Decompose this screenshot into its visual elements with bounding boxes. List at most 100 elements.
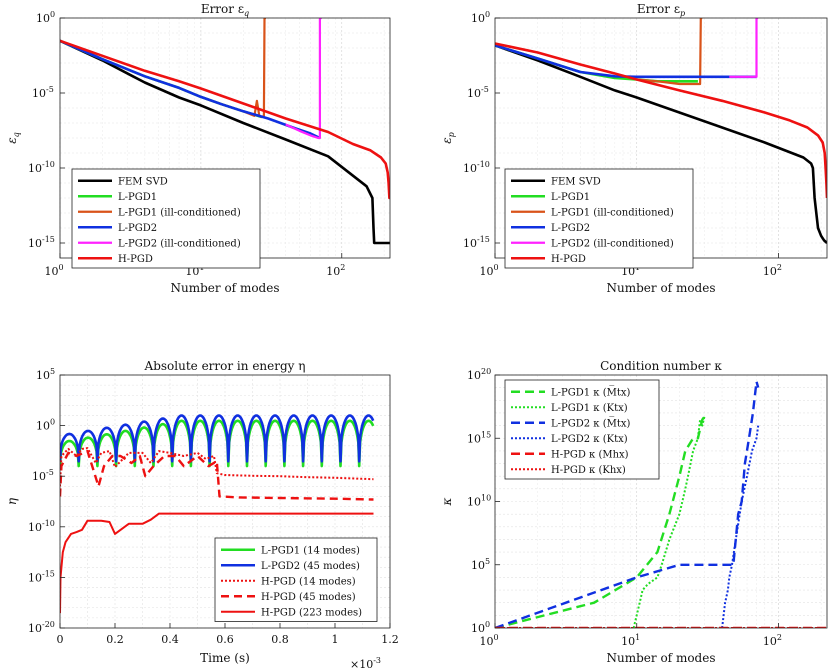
y-tick-label-part: 5: [485, 557, 490, 566]
x-tick-label-part: 0.2: [106, 633, 124, 646]
x-tick-label: 0.8: [271, 633, 289, 646]
x-tick-label-part: 10: [326, 265, 340, 278]
y-tick-label: 100: [36, 10, 55, 25]
y-tick-label-part: 10: [36, 12, 50, 25]
series-line-5: [60, 512, 374, 614]
y-axis-label-group: κ: [440, 497, 454, 506]
chart-title: Condition number κ: [600, 359, 722, 373]
y-axis-label: κ: [440, 497, 454, 506]
y-tick-label-part: -5: [46, 85, 54, 94]
x-tick-label: 102: [326, 263, 345, 278]
y-tick-label-part: 0: [485, 10, 490, 19]
x-tick-label-part: 2: [777, 263, 782, 272]
x-tick-label-part: 10: [621, 635, 635, 648]
x-tick-label: 0.2: [106, 633, 124, 646]
x-tick-label: 100: [479, 263, 498, 278]
y-tick-label: 100: [471, 10, 490, 25]
x-tick-label-part: 0: [493, 263, 498, 272]
y-axis-label-part: q: [12, 132, 21, 137]
chart-title: Error εp: [637, 2, 685, 18]
y-axis-label-part: ε: [5, 137, 19, 143]
y-tick-label: 10-20: [28, 620, 55, 635]
chart-title: Absolute error in energy η: [144, 359, 306, 373]
x-tick-label: 102: [763, 263, 782, 278]
x-axis-label: Number of modes: [171, 281, 280, 295]
y-tick-label: 10-10: [463, 160, 490, 175]
legend-label-4: L-PGD2: [118, 223, 157, 234]
series-line-4: [60, 449, 374, 501]
y-tick-label-part: 10: [467, 87, 481, 100]
y-axis-label: η: [5, 497, 19, 505]
legend-label-6: H-PGD: [551, 254, 586, 265]
y-tick-label-part: -5: [481, 85, 489, 94]
y-tick-label: 10-15: [463, 235, 490, 250]
y-tick-label: 10-15: [28, 235, 55, 250]
x-tick-label-part: 0.4: [161, 633, 179, 646]
series-line-2: [60, 414, 375, 463]
y-tick-label-part: 10: [28, 521, 42, 534]
y-tick-label: 10-5: [467, 85, 489, 100]
y-tick-label-part: 10: [481, 494, 491, 503]
legend-box: [504, 379, 660, 480]
y-tick-label-part: 15: [481, 430, 491, 439]
y-tick-label-part: 10: [467, 369, 481, 382]
series-group: [495, 380, 827, 628]
y-tick-label-part: 10: [32, 470, 46, 483]
series-line-3: [60, 447, 374, 487]
y-tick-label-part: -15: [42, 235, 55, 244]
series-group: [60, 414, 375, 614]
legend-box: [71, 168, 261, 269]
y-tick-label-part: 10: [463, 237, 477, 250]
x-axis-label-part: Number of modes: [171, 281, 280, 295]
legend-label-4: L-PGD2: [551, 223, 590, 234]
x-tick-label-part: 0: [58, 263, 63, 272]
x-tick-label-part: 10: [479, 265, 493, 278]
series-line-2: [632, 416, 706, 628]
legend-label-3: L-PGD1 (ill-conditioned): [118, 207, 241, 218]
legend-label-2: L-PGD2 (45 modes): [261, 561, 360, 572]
y-tick-label-part: -20: [42, 620, 55, 629]
y-tick-label: 10-5: [32, 85, 54, 100]
x-tick-label-part: 0: [493, 633, 498, 642]
legend: FEM SVD L-PGD1 L-PGD1 (ill-conditioned) L-P…: [504, 168, 694, 269]
y-tick-label-part: 5: [50, 367, 55, 376]
x-tick-label-part: 1.2: [381, 633, 399, 646]
legend-label-6: H-PGD κ (Khx): [551, 465, 626, 476]
y-tick-label-part: 10: [36, 369, 50, 382]
legend-label-6: H-PGD: [118, 254, 153, 265]
y-tick-label: 105: [36, 367, 55, 382]
y-tick-label: 1010: [467, 494, 491, 509]
series-line-3: [636, 18, 703, 86]
legend-box: [504, 168, 694, 269]
y-tick-label-part: -10: [477, 160, 490, 169]
y-tick-label-part: -5: [46, 468, 54, 477]
series-line-6: [495, 42, 827, 199]
y-axis-label-part: κ: [440, 497, 454, 506]
legend-label-1: L-PGD1 κ (M̅tx): [551, 386, 631, 398]
y-tick-label-part: 10: [28, 571, 42, 584]
y-tick-label-part: -10: [42, 160, 55, 169]
legend-label-3: L-PGD2 κ (M̅tx): [551, 417, 631, 429]
chart-title-part: p: [680, 9, 685, 18]
x-tick-label: 100: [479, 633, 498, 648]
chart-title-part: Absolute error in energy η: [144, 359, 306, 373]
x-tick-label: 0.6: [216, 633, 234, 646]
y-tick-label-part: 20: [481, 367, 491, 376]
legend-label-5: L-PGD2 (ill-conditioned): [551, 238, 674, 249]
chart-title: Error εq: [201, 2, 249, 18]
legend-label-1: FEM SVD: [118, 176, 168, 187]
x-tick-label-part: 2: [777, 633, 782, 642]
y-axis-label-group: εq: [5, 132, 21, 144]
x-axis-label: Time (s): [200, 651, 250, 665]
y-tick-label: 100: [471, 620, 490, 635]
y-tick-label-part: 10: [463, 162, 477, 175]
legend-label-1: L-PGD1 (14 modes): [261, 545, 360, 556]
x-tick-label-part: 0.8: [271, 633, 289, 646]
y-tick-label-part: 10: [467, 496, 481, 509]
y-axis-label: εp: [440, 132, 456, 144]
series-line-5: [729, 18, 759, 78]
x-axis-label: Number of modes: [607, 651, 716, 665]
legend-label-3: L-PGD1 (ill-conditioned): [551, 207, 674, 218]
x-multiplier: ×10-3: [350, 656, 381, 670]
